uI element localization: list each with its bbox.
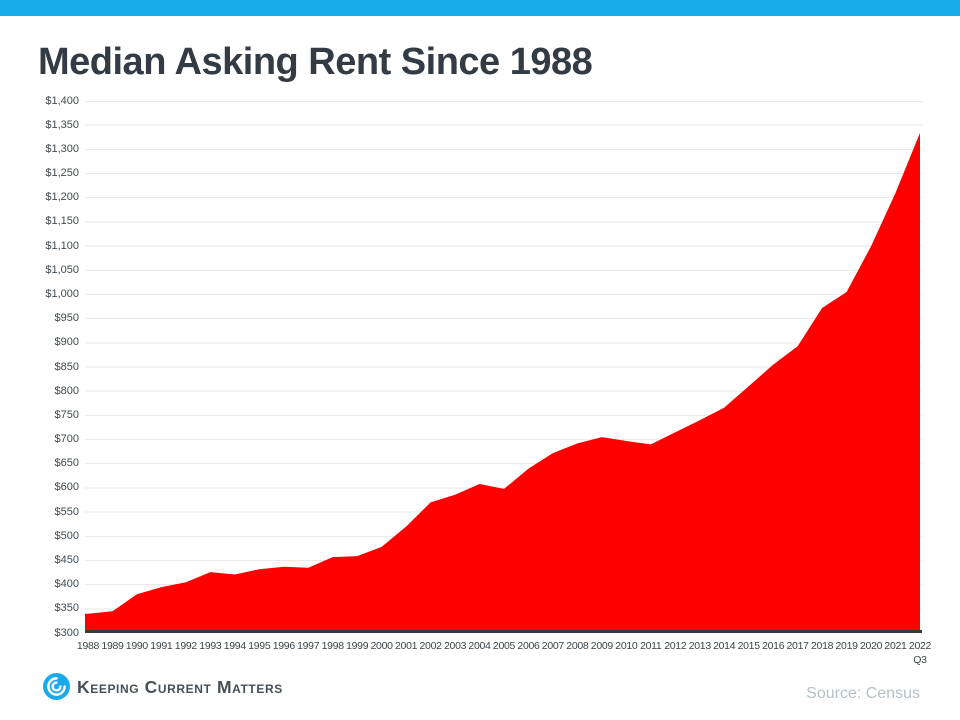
y-tick-label: $800 — [54, 384, 79, 397]
x-tick-label: 2001 — [395, 640, 418, 652]
x-tick-label: 2011 — [640, 640, 662, 652]
x-tick-label: 2006 — [517, 640, 540, 652]
y-tick-label: $600 — [54, 481, 79, 494]
x-tick-label: 1997 — [297, 640, 320, 652]
kcm-swirl-icon — [43, 673, 70, 700]
y-tick-label: $850 — [54, 360, 79, 373]
y-tick-label: $950 — [54, 312, 79, 325]
page-title: Median Asking Rent Since 1988 — [38, 41, 593, 83]
area-series — [85, 132, 920, 633]
x-tick-label: 1994 — [223, 640, 246, 652]
top-accent-bar — [0, 0, 960, 16]
y-tick-label: $1,350 — [45, 118, 79, 131]
x-tick-label: 2000 — [370, 640, 393, 652]
x-tick-label: 2008 — [566, 640, 589, 652]
x-tick-label: 2017 — [786, 640, 809, 652]
y-tick-label: $350 — [54, 602, 79, 615]
y-tick-label: $900 — [54, 336, 79, 349]
y-axis-labels: $1,400 $1,350 $1,300 $1,250 $1,200 $1,150 $1,1… — [20, 95, 79, 646]
y-tick-label: $1,050 — [45, 263, 79, 276]
y-tick-label: $1,150 — [45, 215, 79, 228]
kcm-logo-text: Keeping Current Matters — [77, 677, 283, 697]
x-tick-label: 1988 — [76, 640, 100, 652]
x-tick-label: 2013 — [688, 640, 711, 652]
y-tick-label: $1,300 — [45, 142, 79, 155]
x-tick-label: 1991 — [150, 640, 173, 652]
x-tick-label: 2019 — [835, 640, 858, 652]
rent-area-chart — [85, 101, 922, 633]
y-tick-label: $500 — [54, 529, 79, 542]
y-tick-label: $700 — [54, 433, 79, 445]
y-tick-label: $550 — [54, 505, 79, 518]
x-tick-label: 2014 — [713, 640, 736, 652]
y-tick-label: $650 — [54, 457, 79, 470]
x-tick-label: 1999 — [346, 640, 369, 652]
rent-area-chart-svg — [85, 101, 922, 633]
x-tick-label: 2020 — [860, 640, 883, 652]
x-axis-labels: 1988 1989 1990 1991 1992 1993 1994 1995 1996 1997… — [77, 640, 931, 672]
x-tick-label: 1989 — [101, 640, 124, 652]
source-caption: Source: Census — [806, 685, 920, 702]
y-tick-label: $400 — [54, 578, 79, 591]
x-tick-label: 2002 — [419, 640, 442, 652]
x-tick-label: 2003 — [444, 640, 467, 652]
x-tick-label: 2018 — [811, 640, 834, 652]
x-tick-label: 2007 — [541, 640, 564, 652]
x-tick-label: 1990 — [125, 640, 148, 652]
x-tick-label: 1996 — [272, 640, 295, 652]
y-tick-label: $450 — [54, 554, 79, 566]
y-tick-label: $1,400 — [45, 94, 79, 107]
x-tick-label: 2016 — [762, 640, 785, 652]
x-tick-label: 1993 — [199, 640, 222, 652]
y-tick-label: $1,100 — [45, 239, 79, 252]
x-tick-label: 2005 — [492, 640, 516, 652]
x-tick-label: 2022 — [908, 640, 932, 652]
y-tick-label: $1,200 — [45, 191, 79, 204]
x-tick-label: 1998 — [321, 640, 344, 652]
y-tick-label: $300 — [54, 626, 79, 639]
x-tick-label: 2015 — [737, 640, 760, 652]
x-tick-label: 1992 — [174, 640, 197, 652]
x-tick-sub-label: Q3 — [913, 654, 927, 666]
x-tick-label: 1995 — [248, 640, 271, 652]
y-tick-label: $750 — [54, 408, 79, 421]
x-tick-label: 2012 — [664, 640, 687, 652]
x-tick-label: 2021 — [884, 640, 907, 652]
x-tick-label: 2004 — [468, 640, 491, 652]
x-tick-label: 2010 — [615, 640, 638, 652]
x-tick-label: 2009 — [590, 640, 613, 652]
y-tick-label: $1,000 — [45, 288, 79, 300]
y-tick-label: $1,250 — [45, 167, 79, 179]
